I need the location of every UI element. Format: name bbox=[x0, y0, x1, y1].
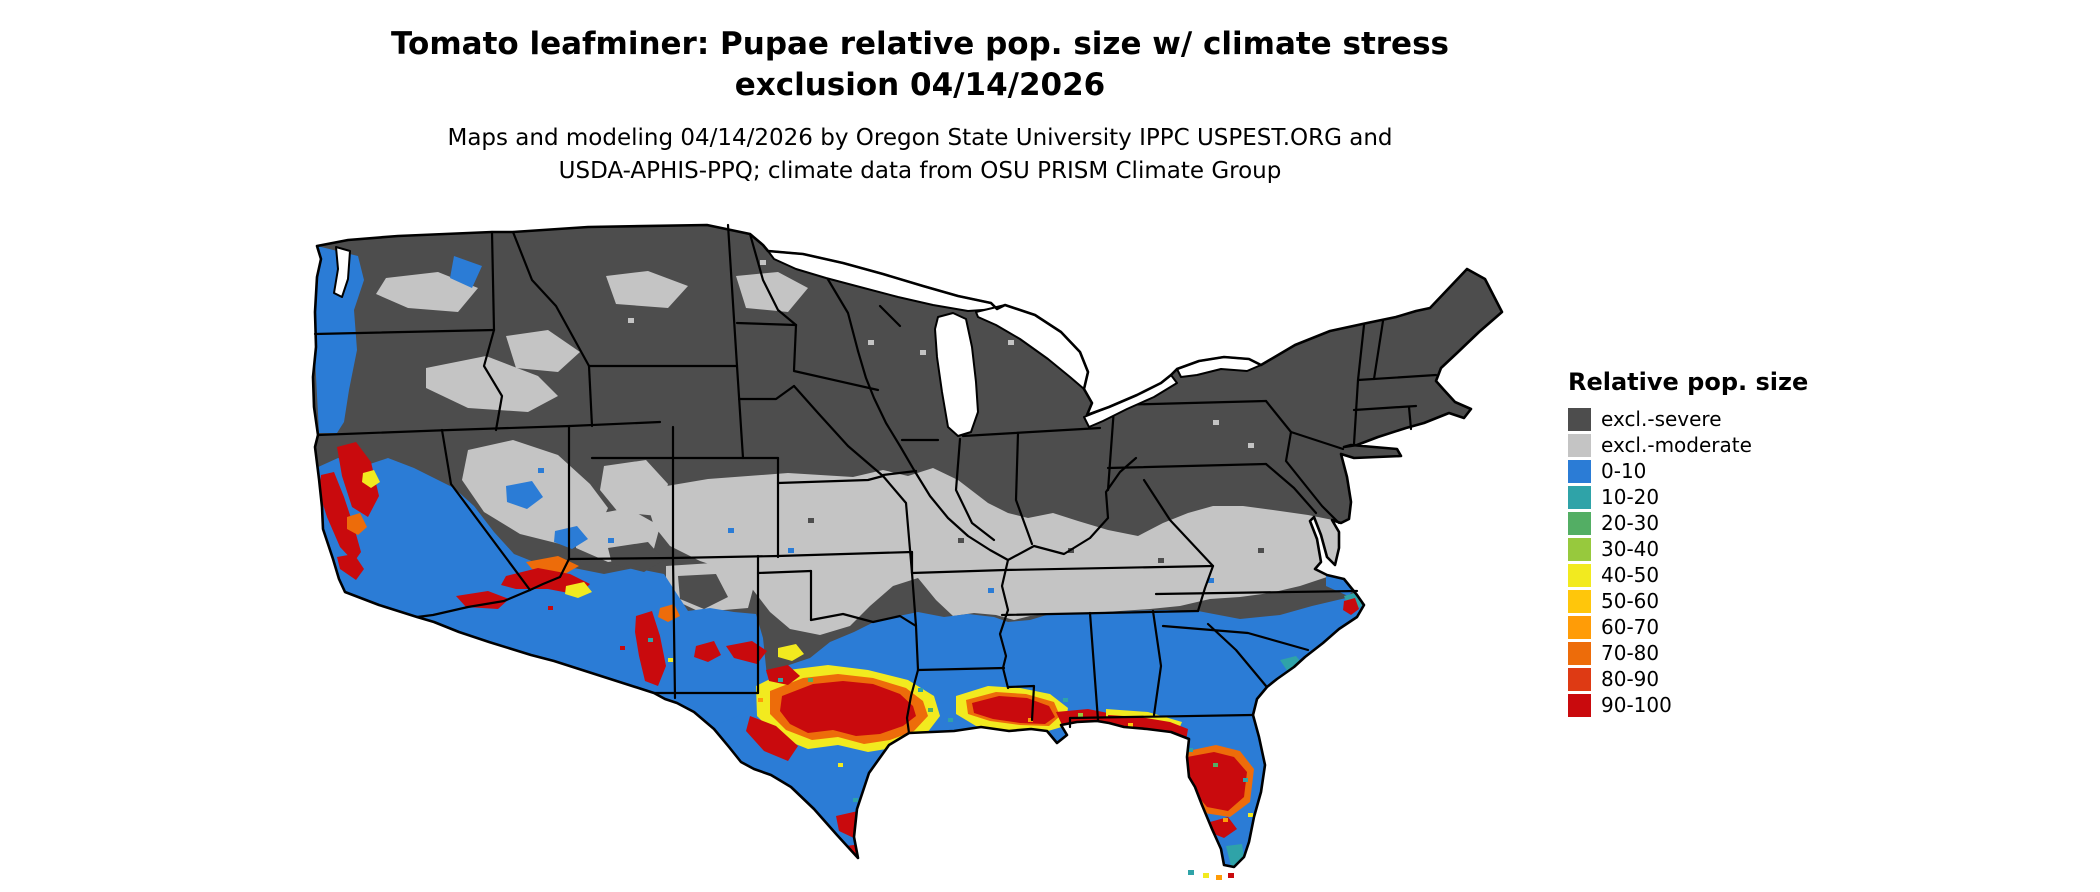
puget-sound bbox=[333, 246, 351, 298]
legend-item: 20-30 bbox=[1568, 510, 1898, 536]
legend-swatch bbox=[1568, 407, 1591, 431]
legend-label: 40-50 bbox=[1601, 563, 1660, 587]
legend-label: 80-90 bbox=[1601, 667, 1660, 691]
legend-label: 20-30 bbox=[1601, 511, 1660, 535]
legend-label: excl.-moderate bbox=[1601, 433, 1752, 457]
legend-swatch bbox=[1568, 693, 1591, 717]
legend-label: 10-20 bbox=[1601, 485, 1660, 509]
legend-swatch bbox=[1568, 563, 1591, 587]
us-map bbox=[308, 218, 1527, 884]
legend-item: 0-10 bbox=[1568, 458, 1898, 484]
figure-title-line2: exclusion 04/14/2026 bbox=[734, 67, 1106, 103]
legend-label: 70-80 bbox=[1601, 641, 1660, 665]
legend-item: 50-60 bbox=[1568, 588, 1898, 614]
legend-swatch bbox=[1568, 615, 1591, 639]
legend-swatch bbox=[1568, 641, 1591, 665]
figure-header: Tomato leafminer: Pupae relative pop. si… bbox=[0, 24, 1840, 188]
legend-title: Relative pop. size bbox=[1568, 368, 1809, 396]
us-outline bbox=[311, 223, 1504, 869]
legend-item: 30-40 bbox=[1568, 536, 1898, 562]
legend-swatch bbox=[1568, 537, 1591, 561]
legend-item: 10-20 bbox=[1568, 484, 1898, 510]
legend-item: 70-80 bbox=[1568, 640, 1898, 666]
figure-subtitle-line1: Maps and modeling 04/14/2026 by Oregon S… bbox=[447, 125, 1393, 151]
legend-label: 0-10 bbox=[1601, 459, 1647, 483]
legend-label: 60-70 bbox=[1601, 615, 1660, 639]
legend-item: 90-100 bbox=[1568, 692, 1898, 718]
legend-item: excl.-moderate bbox=[1568, 432, 1898, 458]
legend-item: excl.-severe bbox=[1568, 406, 1898, 432]
legend-swatch bbox=[1568, 511, 1591, 535]
legend-swatch bbox=[1568, 667, 1591, 691]
lake-michigan bbox=[934, 312, 979, 437]
legend-item: 60-70 bbox=[1568, 614, 1898, 640]
figure-title-line1: Tomato leafminer: Pupae relative pop. si… bbox=[391, 26, 1449, 62]
state-borders bbox=[313, 223, 1438, 735]
legend-label: 30-40 bbox=[1601, 537, 1660, 561]
legend: Relative pop. size excl.-severe excl.-mod… bbox=[1568, 368, 1898, 718]
legend-item: 40-50 bbox=[1568, 562, 1898, 588]
legend-swatch bbox=[1568, 485, 1591, 509]
legend-swatch bbox=[1568, 589, 1591, 613]
legend-label: 50-60 bbox=[1601, 589, 1660, 613]
figure-subtitle-line2: USDA-APHIS-PPQ; climate data from OSU PR… bbox=[558, 158, 1282, 184]
legend-swatch bbox=[1568, 433, 1591, 457]
legend-label: excl.-severe bbox=[1601, 407, 1722, 431]
florida-keys bbox=[1188, 870, 1234, 880]
legend-swatch bbox=[1568, 459, 1591, 483]
us-map-svg bbox=[311, 223, 1504, 880]
raster-speckles bbox=[538, 260, 1264, 822]
legend-item: 80-90 bbox=[1568, 666, 1898, 692]
legend-label: 90-100 bbox=[1601, 693, 1672, 717]
legend-items: excl.-severe excl.-moderate 0-10 10-20 20-30… bbox=[1568, 406, 1898, 718]
